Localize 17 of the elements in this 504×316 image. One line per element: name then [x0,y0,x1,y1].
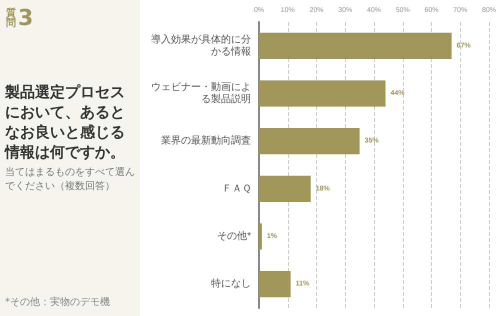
text: 当てはまるものをすべて選んでください（複数回答） [5,166,135,194]
text: 3 [18,6,34,31]
bar [259,32,452,59]
y-tick-label: 導入効果が具体的に分かる情報 [151,33,251,58]
bar [259,80,386,107]
bar [259,128,360,154]
y-tick-label: 業界の最新動向調査 [161,134,251,147]
text: *その他：実物のデモ機 [5,296,110,309]
y-tick-label: 特になし [211,278,251,290]
bar [259,271,291,298]
text: 製品選定プロセスにおいて、あるとなお良いと感じる情報は何ですか。 [5,82,126,162]
bar [259,176,311,202]
y-tick-label: ウェビナー・動画による製品説明 [151,82,251,105]
text: 質問 [6,8,16,28]
y-tick-label: その他* [217,230,252,242]
y-tick-label: ＦＡＱ [222,183,251,194]
bar [259,223,262,250]
